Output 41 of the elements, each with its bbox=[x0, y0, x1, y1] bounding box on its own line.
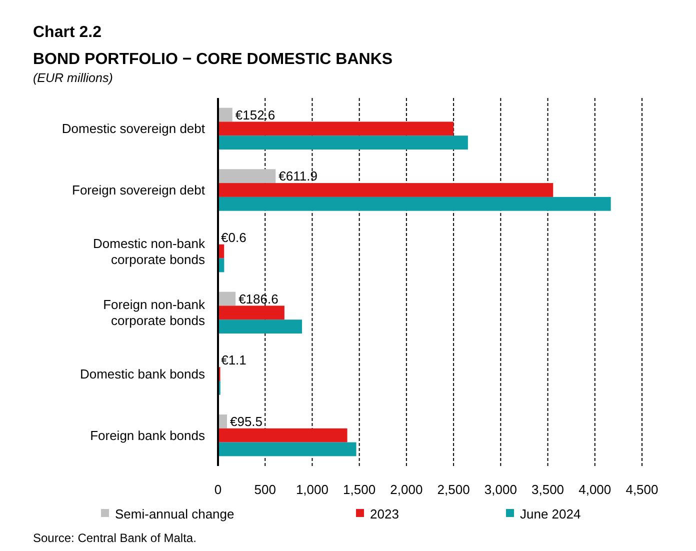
bar bbox=[218, 442, 356, 456]
x-tick-label: 3,000 bbox=[484, 482, 517, 497]
bar bbox=[218, 183, 554, 197]
data-label: €95.5 bbox=[230, 414, 263, 429]
x-tick-label: 4,000 bbox=[578, 482, 612, 497]
y-tick-label: Domestic non-bank corporate bonds bbox=[93, 236, 206, 267]
y-tick-label: Foreign non-bank corporate bonds bbox=[103, 297, 206, 328]
bar bbox=[218, 136, 468, 150]
data-label: €186.6 bbox=[238, 291, 278, 306]
text: Chart 2.2 bbox=[33, 24, 102, 41]
legend-label: 2023 bbox=[370, 506, 399, 522]
bar bbox=[218, 108, 232, 122]
y-tick-label: Foreign bank bonds bbox=[90, 428, 206, 443]
bar bbox=[218, 196, 611, 211]
bar bbox=[218, 414, 227, 428]
x-tick-label: 3,500 bbox=[532, 482, 564, 497]
bar bbox=[218, 292, 236, 306]
chart-subtitle: BOND PORTFOLIO − CORE DOMESTIC BANKS bbox=[33, 51, 393, 68]
y-tick-label: Domestic bank bonds bbox=[80, 366, 206, 382]
y-tick-label: Foreign sovereign debt bbox=[72, 182, 206, 198]
data-label: €1.1 bbox=[221, 352, 246, 368]
x-tick-label: 4,500 bbox=[626, 482, 658, 497]
bar bbox=[218, 169, 276, 184]
source-note: Source: Central Bank of Malta. bbox=[33, 531, 196, 545]
y-tick-label: Domestic sovereign debt bbox=[62, 121, 206, 136]
bar bbox=[218, 428, 348, 442]
y-axis-title: (EUR millions) bbox=[33, 71, 113, 85]
x-tick-label: 2,000 bbox=[390, 482, 423, 497]
data-label: €152.6 bbox=[235, 107, 276, 122]
x-tick-label: 0 bbox=[214, 482, 222, 497]
data-label: €0.6 bbox=[221, 230, 246, 245]
x-tick-label: 1,500 bbox=[343, 482, 376, 497]
legend-label: June 2024 bbox=[520, 506, 581, 522]
bar bbox=[218, 320, 302, 334]
bar bbox=[218, 122, 454, 136]
x-tick-label: 500 bbox=[254, 482, 276, 497]
bar bbox=[218, 306, 284, 320]
legend-label: Semi-annual change bbox=[115, 506, 234, 522]
data-label: €611.9 bbox=[278, 168, 318, 184]
x-tick-label: 1,000 bbox=[296, 482, 328, 497]
x-tick-label: 2,500 bbox=[437, 482, 470, 497]
